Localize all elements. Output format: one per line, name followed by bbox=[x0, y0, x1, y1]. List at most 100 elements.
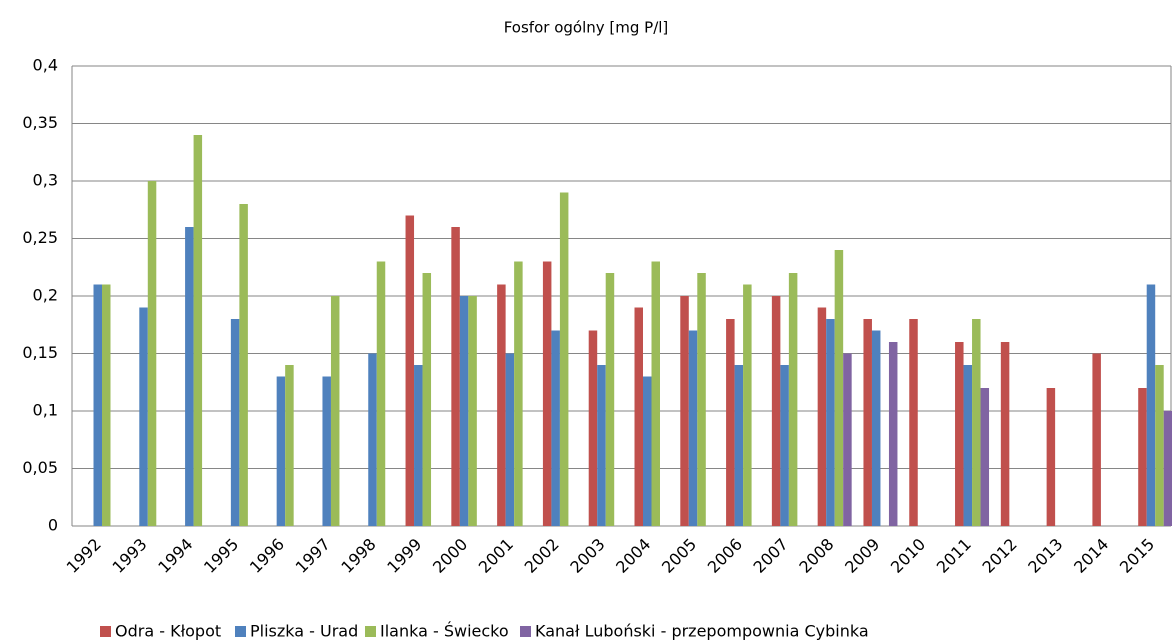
bar bbox=[276, 376, 286, 526]
bar bbox=[697, 273, 706, 526]
bar bbox=[726, 319, 735, 526]
bar bbox=[468, 296, 477, 526]
bar bbox=[514, 261, 523, 526]
bar bbox=[459, 296, 469, 526]
bar bbox=[230, 319, 240, 526]
y-tick-label: 0,1 bbox=[33, 401, 58, 420]
bar bbox=[497, 284, 506, 526]
legend-label: Pliszka - Urad bbox=[250, 622, 358, 641]
bar bbox=[651, 261, 660, 526]
y-tick-label: 0 bbox=[48, 516, 58, 535]
bar bbox=[980, 388, 990, 526]
bar bbox=[743, 284, 752, 526]
bar bbox=[680, 296, 689, 526]
bar bbox=[843, 353, 852, 526]
bar bbox=[734, 365, 744, 526]
legend-swatch bbox=[365, 626, 376, 637]
bar bbox=[834, 250, 844, 526]
y-tick-label: 0,3 bbox=[33, 171, 58, 190]
x-tick-label: 2004 bbox=[612, 535, 654, 577]
bar bbox=[505, 353, 515, 526]
bar bbox=[93, 284, 102, 526]
x-tick-label: 1999 bbox=[383, 535, 425, 577]
bar bbox=[1146, 284, 1156, 526]
legend-swatch bbox=[235, 626, 246, 637]
bar bbox=[422, 273, 432, 526]
y-tick-label: 0,2 bbox=[33, 286, 58, 305]
bar bbox=[322, 376, 331, 526]
x-tick-label: 1992 bbox=[63, 535, 105, 577]
bar bbox=[688, 330, 698, 526]
chart-title: Fosfor ogólny [mg P/l] bbox=[504, 19, 669, 37]
bar bbox=[643, 376, 652, 526]
x-tick-label: 2015 bbox=[1116, 535, 1158, 577]
bar bbox=[1092, 353, 1101, 526]
bar bbox=[597, 365, 606, 526]
x-tick-label: 2014 bbox=[1070, 535, 1112, 577]
bar bbox=[1163, 411, 1172, 526]
x-tick-label: 1998 bbox=[337, 535, 379, 577]
x-tick-label: 2003 bbox=[566, 535, 608, 577]
bar bbox=[285, 365, 294, 526]
x-tick-label: 2013 bbox=[1024, 535, 1066, 577]
bar bbox=[780, 365, 789, 526]
x-tick-label: 2006 bbox=[704, 535, 746, 577]
legend-label: Kanał Luboński - przepompownia Cybinka bbox=[535, 622, 869, 641]
bar bbox=[1138, 388, 1147, 526]
bar bbox=[1155, 365, 1164, 526]
y-tick-label: 0,25 bbox=[22, 228, 58, 247]
bar bbox=[972, 319, 981, 526]
x-tick-label: 1994 bbox=[154, 535, 196, 577]
bar bbox=[1000, 342, 1010, 526]
bar bbox=[817, 307, 827, 526]
bar bbox=[826, 319, 835, 526]
bar bbox=[405, 215, 415, 526]
x-tick-label: 2008 bbox=[795, 535, 837, 577]
bar bbox=[102, 284, 111, 526]
bar bbox=[330, 296, 340, 526]
bar bbox=[788, 273, 798, 526]
bar bbox=[414, 365, 423, 526]
bar bbox=[634, 307, 643, 526]
x-tick-label: 2010 bbox=[887, 535, 929, 577]
legend-swatch bbox=[100, 626, 111, 637]
bar bbox=[147, 181, 157, 526]
bar bbox=[239, 204, 248, 526]
y-tick-label: 0,05 bbox=[22, 458, 58, 477]
x-tick-label: 2009 bbox=[841, 535, 883, 577]
x-tick-label: 1996 bbox=[246, 535, 288, 577]
bar bbox=[771, 296, 781, 526]
x-tick-label: 1995 bbox=[200, 535, 242, 577]
x-tick-label: 2005 bbox=[658, 535, 700, 577]
bar bbox=[1046, 388, 1056, 526]
x-tick-label: 1993 bbox=[108, 535, 150, 577]
y-tick-label: 0,15 bbox=[22, 343, 58, 362]
bar bbox=[551, 330, 560, 526]
bar bbox=[909, 319, 918, 526]
bar bbox=[193, 135, 203, 526]
y-tick-label: 0,35 bbox=[22, 113, 58, 132]
bar bbox=[888, 342, 898, 526]
x-tick-label: 2011 bbox=[933, 535, 975, 577]
x-tick-label: 2000 bbox=[429, 535, 471, 577]
y-tick-label: 0,4 bbox=[33, 56, 58, 75]
x-tick-label: 2012 bbox=[979, 535, 1021, 577]
legend-label: Odra - Kłopot bbox=[115, 622, 221, 641]
x-tick-label: 2007 bbox=[750, 535, 792, 577]
bar bbox=[451, 227, 460, 526]
bar bbox=[963, 365, 973, 526]
bar bbox=[588, 330, 598, 526]
x-tick-label: 2002 bbox=[521, 535, 563, 577]
bar bbox=[376, 261, 386, 526]
bar bbox=[542, 261, 552, 526]
bar bbox=[185, 227, 194, 526]
bar bbox=[559, 192, 569, 526]
legend-label: Ilanka - Świecko bbox=[380, 622, 509, 641]
bar bbox=[605, 273, 615, 526]
bar bbox=[139, 307, 148, 526]
bar bbox=[863, 319, 872, 526]
bar bbox=[871, 330, 881, 526]
legend-swatch bbox=[520, 626, 531, 637]
bar bbox=[955, 342, 964, 526]
